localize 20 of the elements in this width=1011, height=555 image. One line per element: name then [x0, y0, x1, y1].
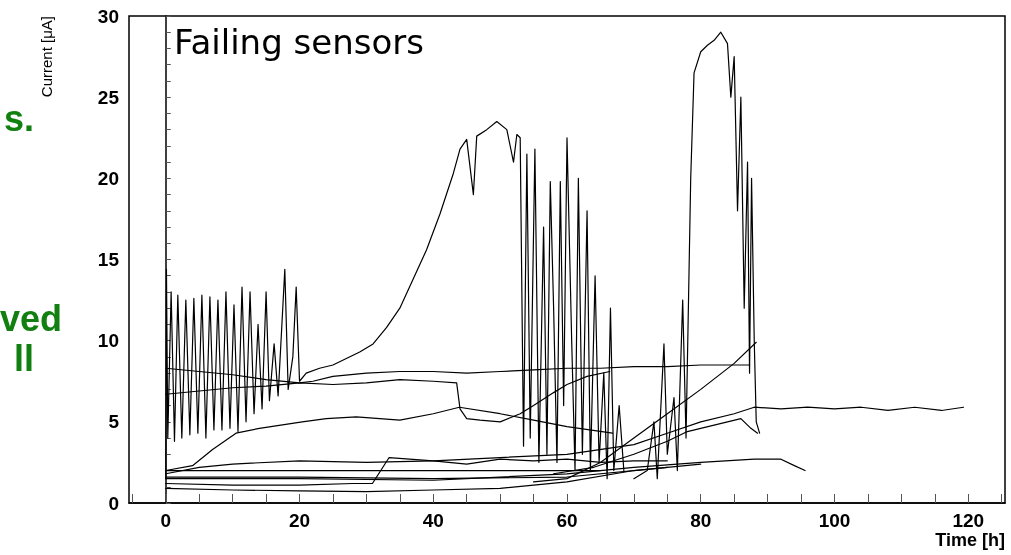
x-tick-label: 0 — [160, 510, 172, 531]
y-axis-title: Current [μA] — [37, 16, 55, 98]
x-axis-title: Time [h] — [935, 530, 1005, 550]
x-tick-label: 80 — [690, 510, 712, 531]
x-tick-label: 120 — [952, 510, 985, 531]
x-tick-label: 100 — [818, 510, 851, 531]
x-tick-label: 60 — [556, 510, 578, 531]
x-tick-label: 40 — [422, 510, 444, 531]
text: ll — [14, 337, 35, 379]
text: ved — [0, 297, 63, 339]
y-tick-label: 30 — [97, 5, 119, 27]
y-tick-label: 15 — [97, 249, 120, 270]
chart-title: Failing sensors — [174, 22, 424, 62]
x-tick-label: 20 — [288, 510, 311, 531]
y-tick-label: 0 — [108, 492, 119, 514]
y-tick-label: 5 — [108, 411, 120, 433]
text: s. — [4, 97, 35, 139]
y-tick-label: 20 — [97, 167, 119, 189]
y-tick-label: 10 — [97, 330, 119, 352]
y-tick-label: 25 — [97, 86, 120, 108]
